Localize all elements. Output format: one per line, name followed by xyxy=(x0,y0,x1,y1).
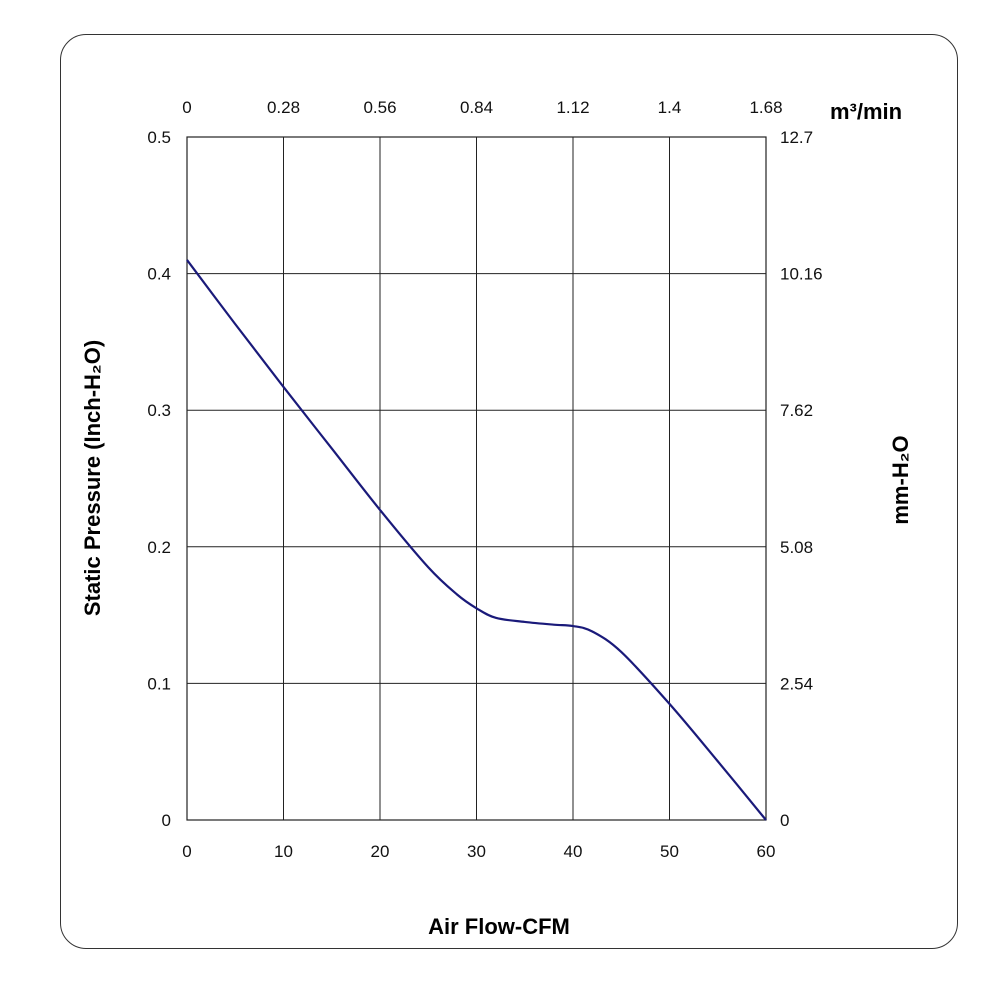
x-top-tick-label: 1.68 xyxy=(749,98,782,117)
pq-curve-line xyxy=(186,259,767,821)
y-tick-label: 0.1 xyxy=(147,674,171,693)
x-top-tick-label: 0 xyxy=(182,98,191,117)
y-right-tick-label: 10.16 xyxy=(780,265,823,284)
x-axis-title: Air Flow-CFM xyxy=(428,914,570,939)
x-tick-label: 60 xyxy=(757,842,776,861)
x-top-tick-label: 1.12 xyxy=(556,98,589,117)
y-right-tick-label: 7.62 xyxy=(780,401,813,420)
x-axis-top: 0 0.28 0.56 0.84 1.12 1.4 1.68 xyxy=(182,98,782,117)
y-right-axis-title: mm-H₂O xyxy=(888,435,913,524)
x-axis-bottom: 0 10 20 30 40 50 60 xyxy=(182,842,775,861)
y-right-tick-label: 0 xyxy=(780,811,789,830)
x-tick-label: 20 xyxy=(371,842,390,861)
x-tick-label: 0 xyxy=(182,842,191,861)
x-top-tick-label: 1.4 xyxy=(658,98,682,117)
x-tick-label: 10 xyxy=(274,842,293,861)
y-tick-label: 0.5 xyxy=(147,128,171,147)
y-right-tick-label: 2.54 xyxy=(780,674,813,693)
y-left-axis-title: Static Pressure (Inch-H₂O) xyxy=(80,340,105,616)
x-top-tick-label: 0.56 xyxy=(363,98,396,117)
y-right-tick-label: 12.7 xyxy=(780,128,813,147)
x-top-tick-label: 0.84 xyxy=(460,98,493,117)
x-tick-label: 40 xyxy=(564,842,583,861)
y-tick-label: 0.4 xyxy=(147,265,171,284)
y-right-tick-label: 5.08 xyxy=(780,538,813,557)
grid xyxy=(187,137,766,820)
x-tick-label: 50 xyxy=(660,842,679,861)
plot-area xyxy=(186,136,767,821)
x-tick-label: 30 xyxy=(467,842,486,861)
chart-frame xyxy=(60,34,958,949)
y-tick-label: 0.3 xyxy=(147,401,171,420)
x-top-tick-label: 0.28 xyxy=(267,98,300,117)
y-axis-left: 0 0.1 0.2 0.3 0.4 0.5 xyxy=(147,128,171,830)
y-axis-right: 0 2.54 5.08 7.62 10.16 12.7 xyxy=(780,128,823,830)
y-tick-label: 0.2 xyxy=(147,538,171,557)
x-top-axis-title: m³/min xyxy=(830,99,902,124)
y-tick-label: 0 xyxy=(162,811,171,830)
